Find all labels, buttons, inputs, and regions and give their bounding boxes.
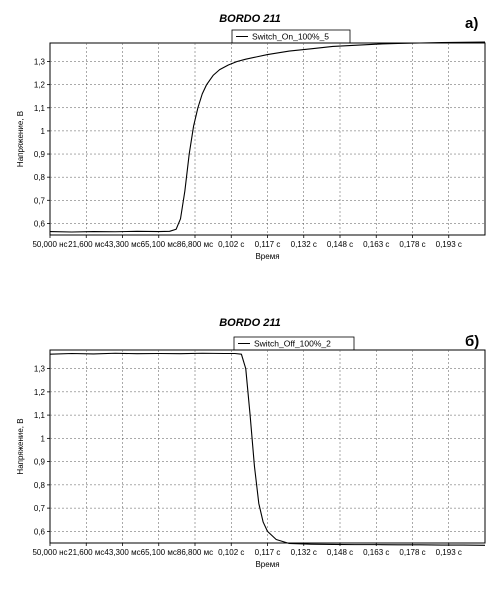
x-axis-label: Время <box>255 560 279 569</box>
y-tick-label: 0,7 <box>34 196 46 205</box>
chart-panel-2: BORDO 211 б) Switch_Off_100%_2 50,000 нс 21,… <box>16 317 486 569</box>
x-tick-label: 21,600 мс <box>68 548 104 557</box>
x-tick-label: 0,132 с <box>291 240 317 249</box>
legend-label: Switch_Off_100%_2 <box>254 339 331 349</box>
x-tick-label: 50,000 нс <box>32 548 67 557</box>
y-tick-label: 0,9 <box>34 150 46 159</box>
y-tick-label: 1,3 <box>34 58 46 67</box>
x-tick-label: 65,100 мс <box>141 240 177 249</box>
x-tick-label: 0,178 с <box>399 240 425 249</box>
x-tick-label: 0,148 с <box>327 240 353 249</box>
x-tick-label: 50,000 нс <box>32 240 67 249</box>
chart-panel-1: BORDO 211 а) Switch_On_100%_5 50,000 нс 21,6… <box>16 13 486 261</box>
y-axis-label: Напряжение, В <box>16 418 25 474</box>
panel-label: б) <box>465 333 479 350</box>
x-tick-label: 0,193 с <box>436 548 462 557</box>
x-tick-label: 21,600 мс <box>68 240 104 249</box>
y-tick-label: 1 <box>41 434 46 443</box>
x-tick-label: 0,163 с <box>363 548 389 557</box>
x-tick-label: 0,178 с <box>399 548 425 557</box>
y-tick-label: 0,7 <box>34 504 46 513</box>
x-tick-label: 0,148 с <box>327 548 353 557</box>
x-tick-label: 0,102 с <box>218 240 244 249</box>
x-tick-label: 0,193 с <box>436 240 462 249</box>
y-tick-label: 1,3 <box>34 365 46 374</box>
x-tick-label: 86,800 мс <box>177 548 213 557</box>
x-tick-label: 43,300 мс <box>104 548 140 557</box>
x-axis-label: Время <box>255 252 279 261</box>
y-tick-label: 0,8 <box>34 481 46 490</box>
x-tick-label: 0,102 с <box>218 548 244 557</box>
y-tick-label: 1 <box>41 127 46 136</box>
x-tick-label: 86,800 мс <box>177 240 213 249</box>
legend-label: Switch_On_100%_5 <box>252 32 329 42</box>
y-tick-label: 0,9 <box>34 458 46 467</box>
series-line <box>49 41 486 233</box>
x-tick-label: 0,132 с <box>291 548 317 557</box>
chart-title: BORDO 211 <box>219 317 281 329</box>
y-tick-label: 1,1 <box>34 411 46 420</box>
x-tick-label: 43,300 мс <box>104 240 140 249</box>
y-tick-label: 1,2 <box>34 388 46 397</box>
y-tick-label: 0,8 <box>34 173 46 182</box>
y-tick-label: 0,6 <box>34 527 46 536</box>
x-tick-label: 65,100 мс <box>141 548 177 557</box>
y-tick-label: 1,1 <box>34 104 46 113</box>
y-tick-label: 0,6 <box>34 219 46 228</box>
y-axis-label: Напряжение, В <box>16 111 25 167</box>
x-tick-label: 0,163 с <box>363 240 389 249</box>
y-tick-label: 1,2 <box>34 81 46 90</box>
series-line <box>49 352 486 546</box>
chart-title: BORDO 211 <box>219 13 281 25</box>
panel-label: а) <box>465 15 478 32</box>
x-tick-label: 0,117 с <box>255 240 281 249</box>
x-tick-label: 0,117 с <box>255 548 281 557</box>
